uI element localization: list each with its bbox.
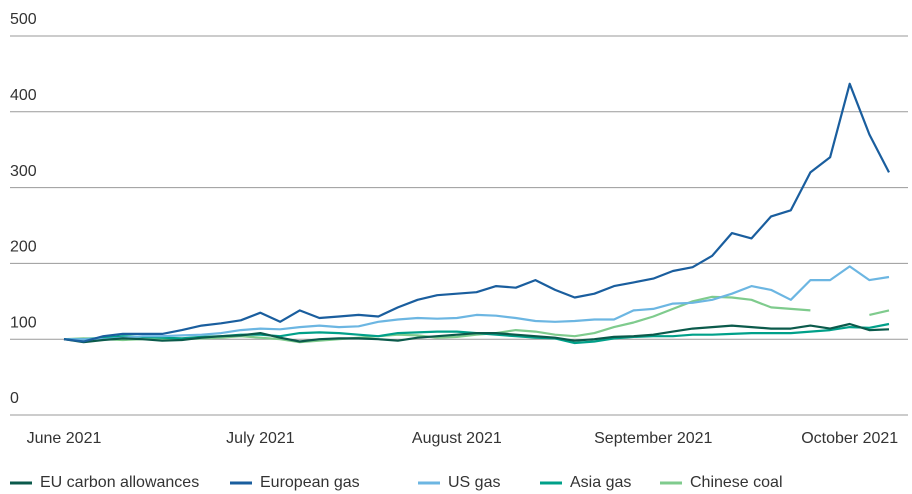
x-tick-label: June 2021: [27, 430, 102, 447]
x-tick-label: September 2021: [594, 430, 712, 447]
series-line: [63, 322, 890, 344]
y-tick-label: 300: [10, 163, 37, 180]
y-tick-label: 0: [10, 390, 19, 407]
y-tick-label: 500: [10, 11, 37, 28]
y-tick-label: 100: [10, 314, 37, 331]
series-line: [64, 265, 890, 341]
x-tick-label: August 2021: [412, 430, 502, 447]
legend-label: EU carbon allowances: [40, 474, 199, 491]
x-tick-label: October 2021: [801, 430, 898, 447]
legend-label: European gas: [260, 474, 360, 491]
legend-label: Asia gas: [570, 474, 631, 491]
y-tick-label: 200: [10, 239, 37, 256]
series-line: [63, 82, 890, 343]
y-tick-label: 400: [10, 87, 37, 104]
legend-label: Chinese coal: [690, 474, 783, 491]
legend-label: US gas: [448, 474, 500, 491]
x-tick-label: July 2021: [226, 430, 295, 447]
